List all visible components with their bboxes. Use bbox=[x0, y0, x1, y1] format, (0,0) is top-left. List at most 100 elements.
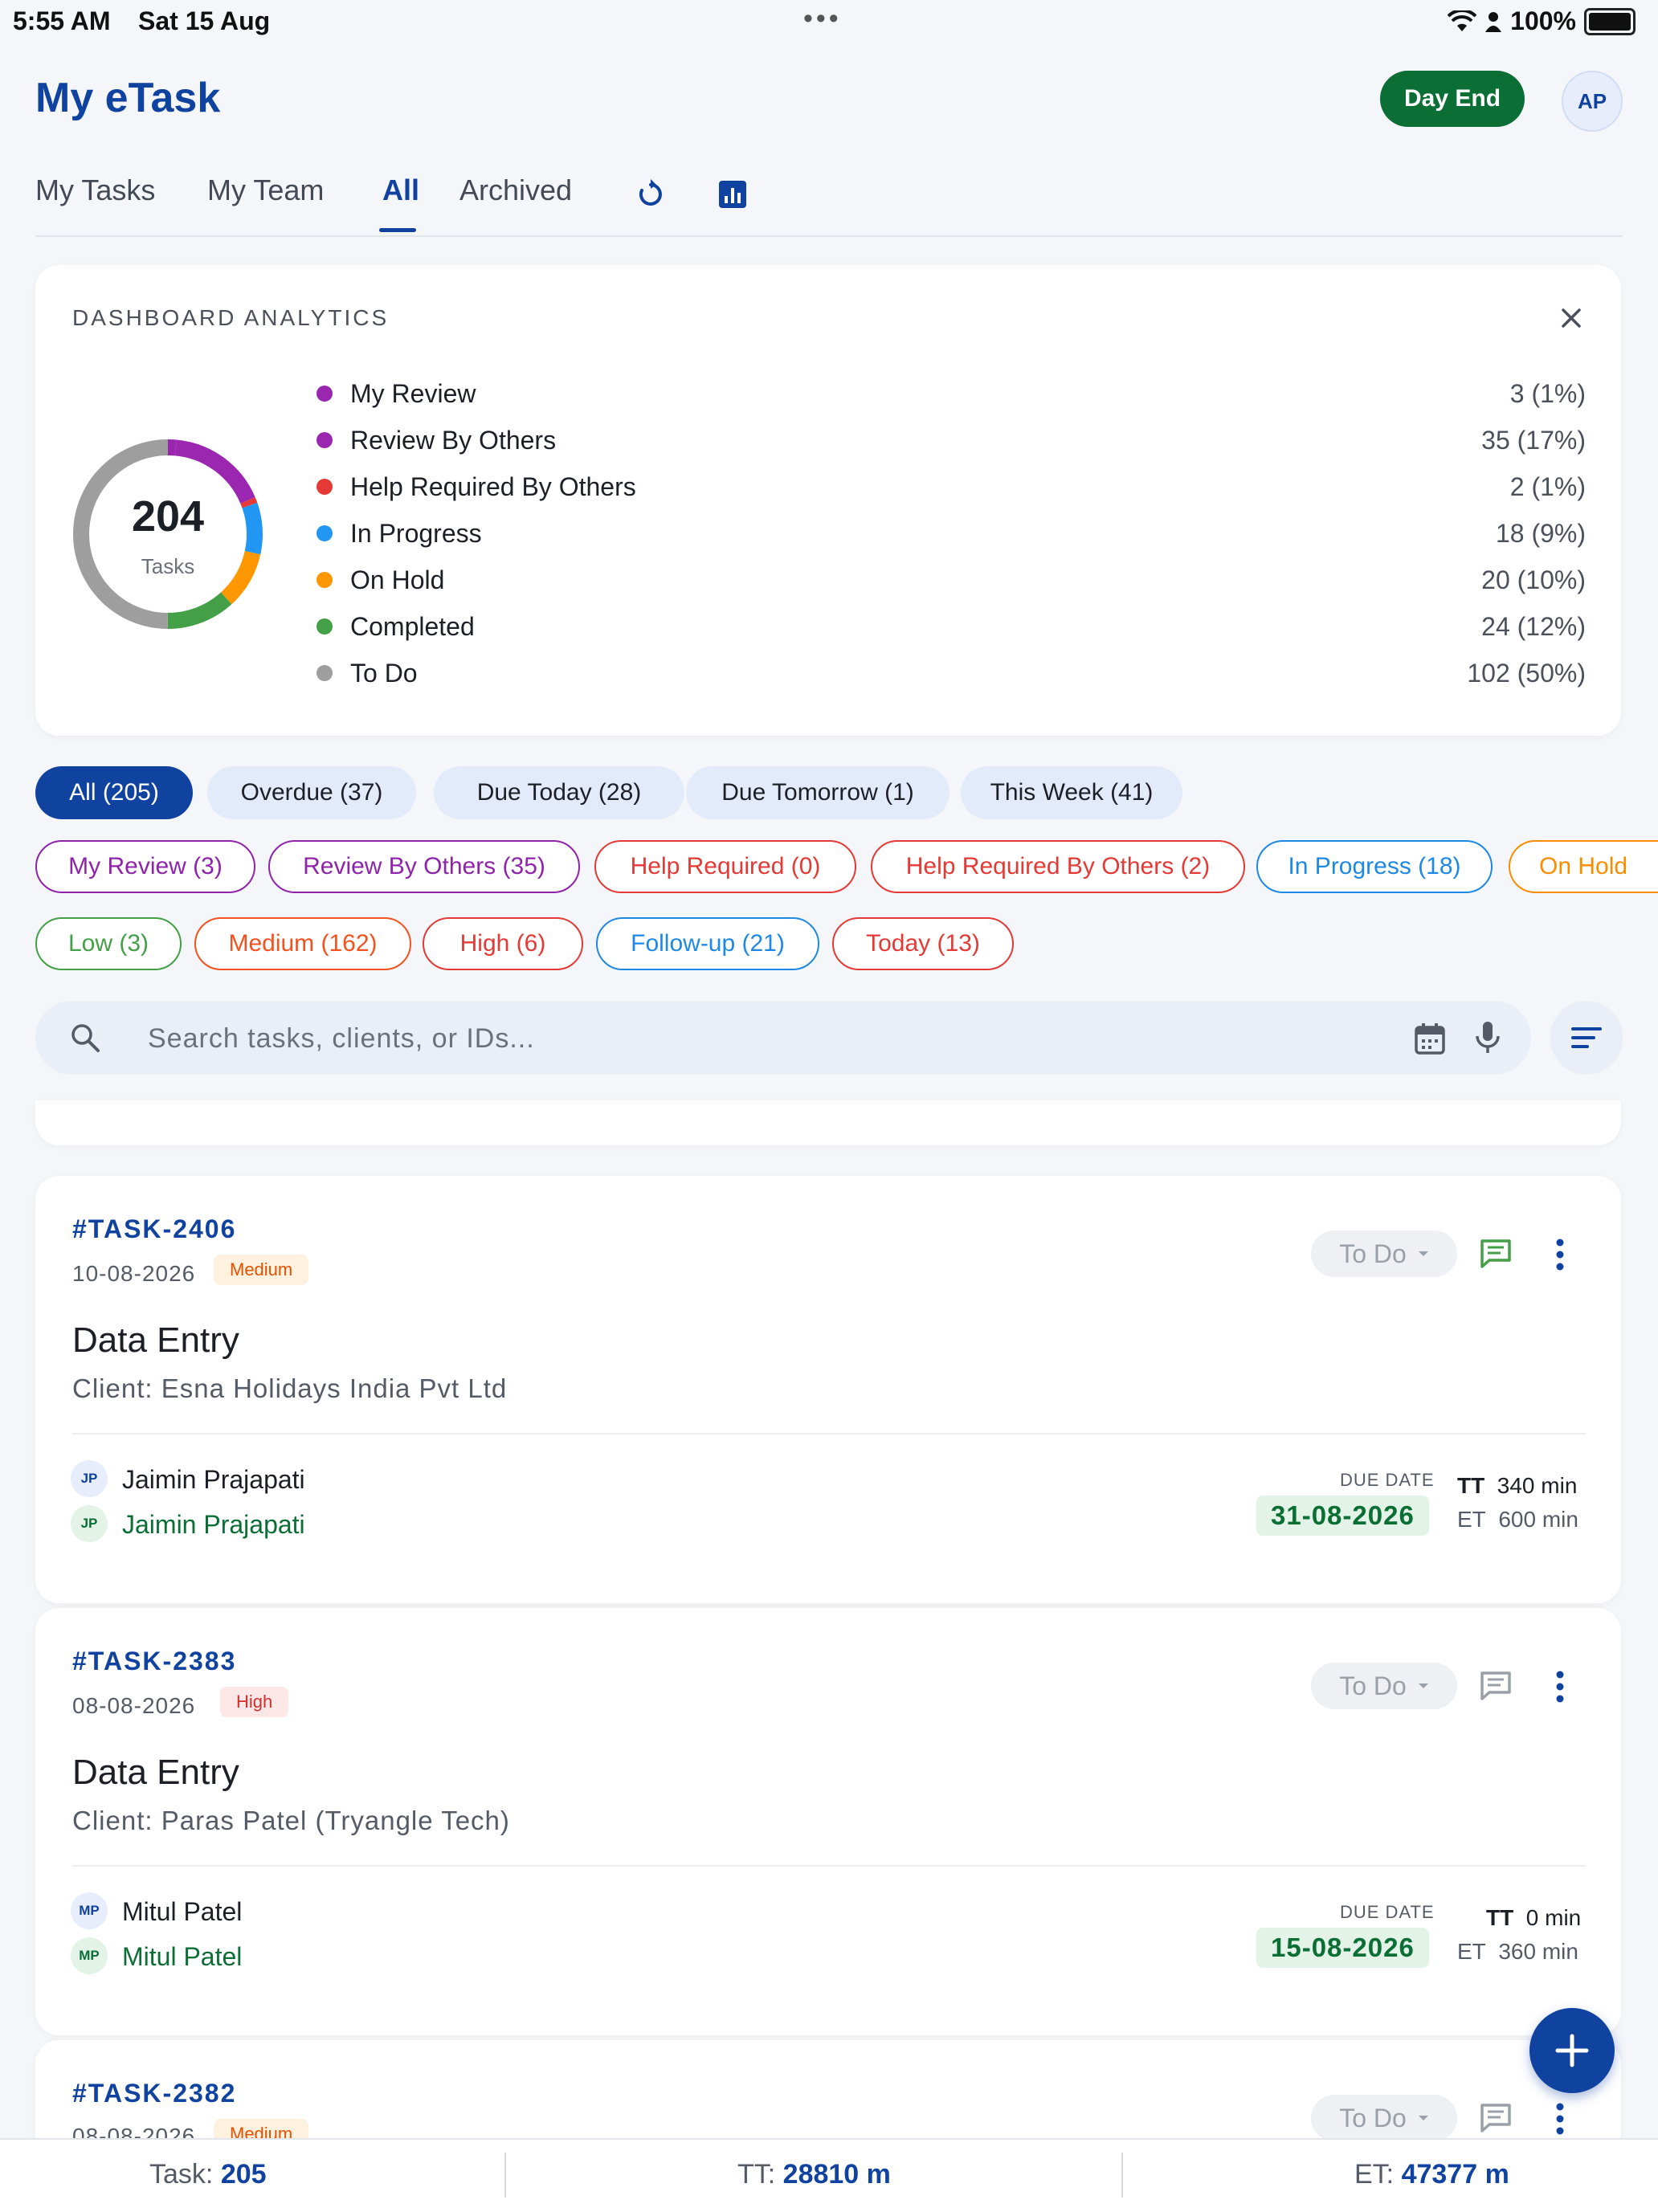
legend-value: 2 (1%) bbox=[1509, 471, 1586, 501]
assignee-avatar: JP bbox=[71, 1460, 108, 1497]
filter-chip-follow-up[interactable]: Follow-up (21) bbox=[596, 917, 819, 970]
multitasking-dots-icon[interactable]: ••• bbox=[803, 3, 842, 34]
assignee-name: Mitul Patel bbox=[122, 1897, 243, 1926]
more-vertical-icon[interactable] bbox=[1550, 1669, 1570, 1704]
donut-total: 204 bbox=[131, 492, 205, 541]
filter-chip-review-by-others[interactable]: Review By Others (35) bbox=[268, 840, 580, 893]
task-title[interactable]: Data Entry bbox=[72, 1753, 239, 1792]
task-client: Client: Esna Holidays India Pvt Ltd bbox=[72, 1373, 508, 1403]
filter-chip-due-today[interactable]: Due Today (28) bbox=[434, 766, 684, 819]
due-date-label: DUE DATE bbox=[1340, 1470, 1435, 1490]
filter-chip-my-review[interactable]: My Review (3) bbox=[35, 840, 255, 893]
tab-my-team[interactable]: My Team bbox=[207, 173, 325, 206]
comment-icon[interactable] bbox=[1480, 1239, 1512, 1269]
footer-tracked-time: TT: 28810 m bbox=[737, 2159, 891, 2190]
more-vertical-icon[interactable] bbox=[1550, 1237, 1570, 1272]
status-dropdown[interactable]: To Do bbox=[1311, 2095, 1457, 2141]
footer-divider bbox=[504, 2153, 506, 2198]
legend-item: Completed 24 (12%) bbox=[316, 607, 1586, 646]
task-divider bbox=[72, 1433, 1586, 1435]
status-right: 100% bbox=[1448, 6, 1636, 36]
caret-down-icon bbox=[1418, 2116, 1428, 2120]
tracked-time: TT 0 min bbox=[1486, 1905, 1582, 1930]
filter-chip-overdue[interactable]: Overdue (37) bbox=[207, 766, 416, 819]
status-dropdown[interactable]: To Do bbox=[1311, 1663, 1457, 1709]
filter-chip-on-hold[interactable]: On Hold bbox=[1509, 840, 1658, 893]
legend-label: In Progress bbox=[350, 518, 482, 548]
status-time: 5:55 AM bbox=[13, 6, 111, 35]
legend-dot bbox=[316, 386, 333, 402]
app-title: My eTask bbox=[35, 75, 221, 121]
donut-segment bbox=[73, 439, 263, 629]
legend-value: 18 (9%) bbox=[1495, 518, 1586, 548]
comment-icon[interactable] bbox=[1480, 1671, 1512, 1701]
legend-label: To Do bbox=[350, 658, 418, 688]
tabs-divider bbox=[35, 235, 1623, 237]
due-date-label: DUE DATE bbox=[1340, 1902, 1435, 1922]
filter-chip-low[interactable]: Low (3) bbox=[35, 917, 182, 970]
legend-value: 102 (50%) bbox=[1467, 658, 1586, 688]
user-avatar[interactable]: AP bbox=[1562, 71, 1623, 132]
legend-value: 3 (1%) bbox=[1509, 378, 1586, 408]
tab-all[interactable]: All bbox=[382, 173, 420, 206]
task-card-previous[interactable] bbox=[35, 1100, 1621, 1145]
legend-item: To Do 102 (50%) bbox=[316, 654, 1586, 692]
task-id[interactable]: #TASK-2406 bbox=[72, 1214, 237, 1243]
assignee-name: Jaimin Prajapati bbox=[122, 1465, 305, 1494]
tab-archived[interactable]: Archived bbox=[459, 173, 573, 206]
legend-label: My Review bbox=[350, 378, 476, 408]
priority-badge: High bbox=[220, 1687, 289, 1717]
legend-item: On Hold 20 (10%) bbox=[316, 561, 1586, 599]
legend-dot bbox=[316, 618, 333, 635]
microphone-icon[interactable] bbox=[1473, 1020, 1502, 1055]
active-tab-indicator bbox=[379, 228, 416, 232]
reporter-avatar: MP bbox=[71, 1937, 108, 1974]
status-label: To Do bbox=[1339, 2103, 1407, 2132]
close-icon[interactable] bbox=[1555, 302, 1587, 334]
donut-segment bbox=[73, 439, 263, 629]
battery-icon bbox=[1584, 7, 1636, 35]
add-task-button[interactable] bbox=[1529, 2008, 1615, 2093]
legend-label: Review By Others bbox=[350, 425, 557, 455]
dashboard-analytics-card bbox=[35, 265, 1621, 736]
legend-dot bbox=[316, 432, 333, 448]
day-end-button[interactable]: Day End bbox=[1380, 71, 1525, 127]
filter-chip-help-required-by-others[interactable]: Help Required By Others (2) bbox=[871, 840, 1245, 893]
filter-chip-high[interactable]: High (6) bbox=[423, 917, 583, 970]
filter-chip-all[interactable]: All (205) bbox=[35, 766, 193, 819]
filter-chip-due-tomorrow[interactable]: Due Tomorrow (1) bbox=[686, 766, 949, 819]
search-bar[interactable] bbox=[35, 1001, 1531, 1075]
filter-chip-this-week[interactable]: This Week (41) bbox=[961, 766, 1182, 819]
tracked-time: TT 340 min bbox=[1457, 1473, 1578, 1498]
status-label: To Do bbox=[1339, 1239, 1407, 1268]
status-dropdown[interactable]: To Do bbox=[1311, 1230, 1457, 1277]
legend-dot bbox=[316, 572, 333, 588]
estimated-time: ET 360 min bbox=[1457, 1939, 1578, 1964]
legend-label: On Hold bbox=[350, 565, 445, 594]
caret-down-icon bbox=[1418, 1251, 1428, 1256]
task-id[interactable]: #TASK-2383 bbox=[72, 1647, 237, 1675]
battery-percent: 100% bbox=[1510, 6, 1576, 35]
legend-item: My Review 3 (1%) bbox=[316, 374, 1586, 413]
filter-chip-help-required[interactable]: Help Required (0) bbox=[594, 840, 856, 893]
donut-label: Tasks bbox=[141, 554, 195, 578]
more-vertical-icon[interactable] bbox=[1550, 2101, 1570, 2136]
comment-icon[interactable] bbox=[1480, 2103, 1512, 2133]
search-input[interactable]: Search tasks, clients, or IDs... bbox=[148, 1023, 535, 1054]
task-title[interactable]: Data Entry bbox=[72, 1320, 239, 1360]
filter-lines-icon bbox=[1571, 1027, 1602, 1048]
person-icon bbox=[1485, 11, 1502, 32]
search-icon bbox=[71, 1024, 100, 1052]
assignee-avatar: MP bbox=[71, 1892, 108, 1929]
analytics-chart-icon[interactable] bbox=[715, 177, 750, 212]
status-label: To Do bbox=[1339, 1671, 1407, 1700]
status-date: Sat 15 Aug bbox=[138, 6, 271, 35]
legend-label: Help Required By Others bbox=[350, 471, 636, 501]
refresh-icon[interactable] bbox=[633, 177, 668, 212]
task-id[interactable]: #TASK-2382 bbox=[72, 2079, 237, 2108]
calendar-icon[interactable] bbox=[1414, 1022, 1446, 1055]
filter-chip-medium[interactable]: Medium (162) bbox=[194, 917, 411, 970]
filter-chip-in-progress[interactable]: In Progress (18) bbox=[1256, 840, 1493, 893]
tab-my-tasks[interactable]: My Tasks bbox=[35, 173, 156, 206]
filter-chip-today[interactable]: Today (13) bbox=[832, 917, 1014, 970]
